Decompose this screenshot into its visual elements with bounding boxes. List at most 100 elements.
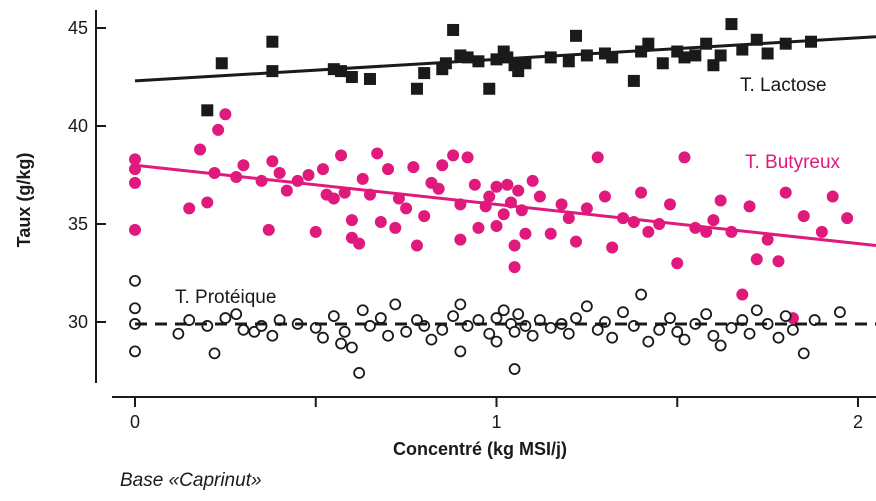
data-point-square: [736, 43, 749, 56]
data-point-open-circle: [526, 329, 539, 342]
data-point-circle: [454, 233, 467, 246]
data-point-circle: [345, 214, 358, 227]
data-point-open-circle: [382, 329, 394, 342]
data-point-circle: [353, 237, 366, 250]
data-point-open-circle: [461, 320, 474, 332]
data-point-circle: [743, 200, 756, 213]
data-point-open-circle: [714, 339, 727, 352]
data-point-circle: [280, 184, 293, 197]
data-point-open-circle: [700, 308, 713, 321]
data-point-open-circle: [653, 323, 666, 336]
data-point-open-circle: [606, 331, 619, 344]
data-point-circle: [841, 212, 854, 225]
series-label-proteique: T. Protéique: [175, 287, 276, 308]
data-point-open-circle: [544, 321, 557, 334]
data-point-circle: [273, 167, 286, 180]
data-point-circle: [598, 190, 611, 203]
data-point-open-circle: [454, 298, 467, 311]
data-point-circle: [316, 163, 329, 176]
y-axis-title: Taux (g/kg): [14, 153, 34, 248]
data-point-square: [363, 72, 376, 85]
data-point-circle: [371, 147, 384, 160]
data-point-square: [410, 82, 423, 95]
data-point-open-circle: [508, 363, 521, 375]
y-tick-label: 40: [68, 116, 88, 136]
y-tick-label: 35: [68, 214, 88, 234]
data-point-circle: [750, 253, 763, 266]
data-point-open-circle: [172, 327, 185, 340]
data-point-open-circle: [389, 298, 402, 311]
ticks: 30 35 40 45 0 1 2: [68, 18, 863, 432]
data-point-circle: [382, 163, 395, 176]
data-point-open-circle: [208, 347, 221, 360]
data-point-circle: [262, 223, 275, 236]
data-point-open-circle: [743, 327, 756, 340]
data-point-circle: [237, 159, 250, 172]
data-point-open-circle: [436, 323, 449, 336]
data-point-square: [418, 67, 431, 80]
data-point-square: [201, 104, 214, 117]
data-point-circle: [671, 257, 684, 270]
data-point-open-circle: [364, 320, 376, 332]
data-point-square: [761, 47, 774, 60]
data-point-open-circle: [129, 345, 141, 358]
data-point-square: [714, 49, 727, 62]
data-point-open-circle: [797, 347, 810, 360]
data-point-circle: [736, 288, 749, 301]
series-label-lactose: T. Lactose: [740, 75, 827, 96]
data-point-square: [519, 57, 532, 70]
data-point-circle: [472, 221, 485, 234]
data-point-circle: [309, 225, 322, 238]
data-point-open-circle: [834, 306, 846, 319]
y-tick-label: 45: [68, 18, 88, 38]
data-point-circle: [570, 235, 583, 248]
data-point-open-circle: [335, 337, 347, 350]
data-point-circle: [606, 241, 619, 254]
data-point-square: [707, 59, 720, 72]
data-point-open-circle: [519, 320, 532, 332]
data-point-circle: [468, 178, 481, 191]
data-point-open-circle: [617, 306, 629, 319]
data-point-square: [562, 55, 575, 68]
data-point-circle: [201, 196, 214, 209]
data-point-circle: [533, 190, 546, 203]
data-point-circle: [461, 151, 474, 164]
data-point-circle: [512, 184, 525, 197]
data-point-open-circle: [490, 335, 503, 348]
data-point-open-circle: [317, 331, 329, 344]
data-point-square: [266, 35, 279, 48]
data-point-open-circle: [418, 320, 431, 332]
data-point-circle: [678, 151, 691, 164]
data-point-square: [447, 23, 460, 36]
trend-line-0: [134, 35, 876, 83]
data-point-circle: [483, 190, 496, 203]
data-point-open-circle: [353, 367, 366, 379]
data-point-open-circle: [562, 327, 575, 340]
data-point-circle: [389, 221, 402, 234]
data-point-open-circle: [483, 327, 496, 340]
series-2-points: [129, 274, 846, 379]
data-point-square: [678, 51, 691, 64]
data-point-circle: [418, 210, 431, 223]
data-point-open-circle: [327, 310, 340, 323]
data-point-circle: [400, 202, 413, 215]
data-point-open-circle: [266, 329, 279, 342]
data-point-open-circle: [129, 302, 141, 315]
data-point-open-circle: [750, 304, 763, 317]
data-point-circle: [707, 214, 720, 227]
data-point-square: [483, 82, 496, 95]
data-point-open-circle: [497, 304, 510, 317]
data-point-square: [345, 71, 358, 83]
data-point-open-circle: [356, 304, 369, 317]
data-point-open-circle: [707, 329, 720, 342]
data-point-circle: [761, 233, 774, 246]
data-point-open-circle: [580, 300, 593, 313]
data-point-circle: [664, 198, 677, 211]
data-point-square: [642, 37, 655, 50]
data-point-open-circle: [642, 335, 655, 348]
data-point-open-circle: [237, 323, 250, 336]
data-point-open-circle: [508, 325, 521, 338]
data-point-circle: [779, 186, 792, 199]
data-point-circle: [508, 239, 521, 252]
data-point-square: [606, 51, 619, 64]
